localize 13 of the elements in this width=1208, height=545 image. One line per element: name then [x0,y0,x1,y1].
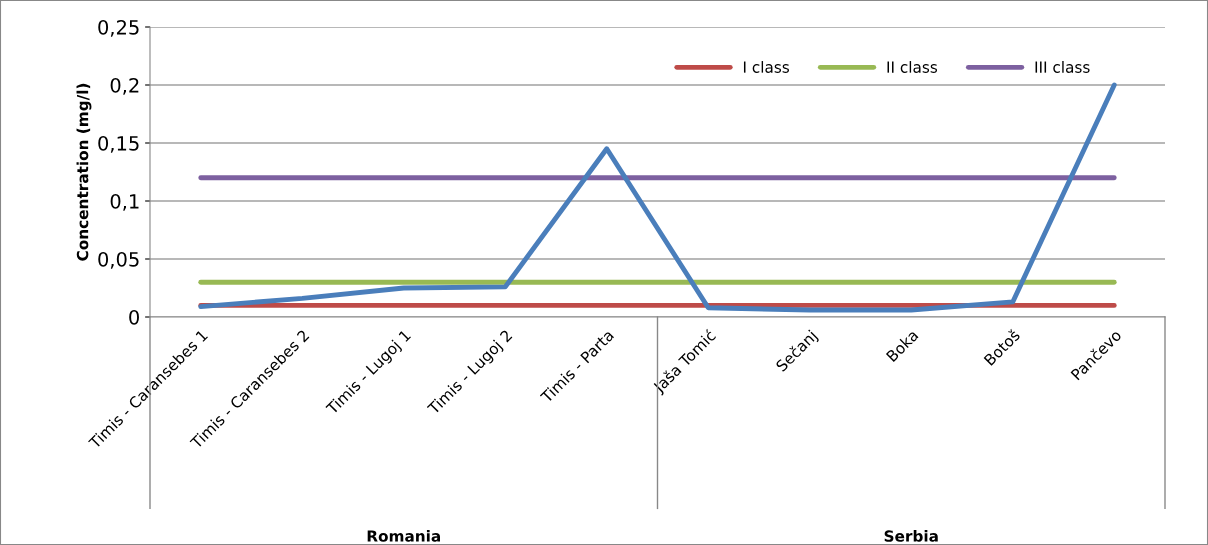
line-series [198,82,1117,313]
y-tick-label: 0,15 [98,135,139,153]
y-tick-label: 0,1 [110,193,139,211]
y-tick-label: 0,2 [110,77,139,95]
y-tick-label: 0,25 [98,19,139,37]
y-tick-label: 0,05 [98,251,139,269]
legend-label: I class [743,61,790,73]
text: Romania [367,530,440,542]
y-tick-label: 0 [129,309,139,325]
text: Serbia [884,530,938,542]
legend-label: II class [887,61,938,73]
legend-label: III class [1035,61,1090,73]
y-axis-title: Concentration (mg/l) [76,83,92,261]
